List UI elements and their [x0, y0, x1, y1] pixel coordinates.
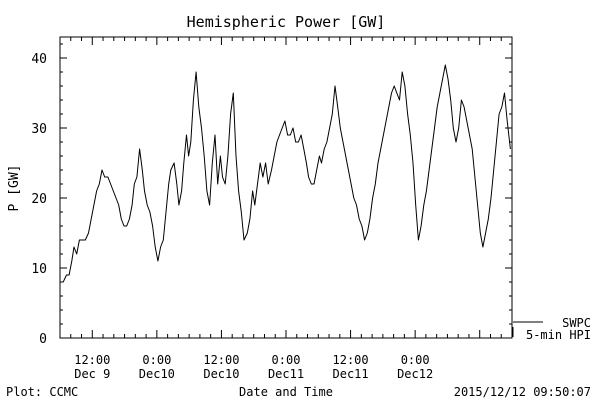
y-tick-label: 40: [31, 52, 47, 67]
chart-title: Hemispheric Power [GW]: [187, 13, 386, 31]
x-tick-time-label: 12:00: [74, 353, 110, 367]
y-axis: 0 10 20 30 40: [31, 43, 512, 347]
legend: SWPC 5-min HPI: [512, 316, 591, 342]
x-axis-label: Date and Time: [239, 385, 333, 399]
series-layer: [60, 64, 511, 283]
x-tick-time-label: 12:00: [203, 353, 239, 367]
x-tick-date-label: Dec11: [333, 367, 369, 381]
plot-area-border: [59, 36, 513, 339]
y-tick-label: 0: [39, 332, 47, 347]
x-tick-date-label: Dec10: [203, 367, 239, 381]
x-tick-time-label: 0:00: [142, 353, 171, 367]
legend-label-swpc: SWPC: [562, 316, 591, 330]
x-tick-time-label: 12:00: [333, 353, 369, 367]
y-tick-label: 30: [31, 122, 47, 137]
x-tick-date-label: Dec12: [397, 367, 433, 381]
x-tick-date-label: Dec10: [139, 367, 175, 381]
y-tick-label: 10: [31, 262, 47, 277]
y-axis-label: P [GW]: [7, 165, 22, 212]
legend-label-hpi: 5-min HPI: [526, 328, 591, 342]
x-tick-date-label: Dec11: [268, 367, 304, 381]
x-tick-date-label: Dec 9: [74, 367, 110, 381]
x-tick-time-label: 0:00: [272, 353, 301, 367]
series-line-swpc: [60, 64, 511, 283]
footer-plot-credit: Plot: CCMC: [6, 385, 78, 399]
footer-timestamp: 2015/12/12 09:50:07: [454, 385, 591, 399]
y-tick-label: 20: [31, 192, 47, 207]
plot-frame: [59, 36, 513, 339]
x-tick-time-label: 0:00: [401, 353, 430, 367]
